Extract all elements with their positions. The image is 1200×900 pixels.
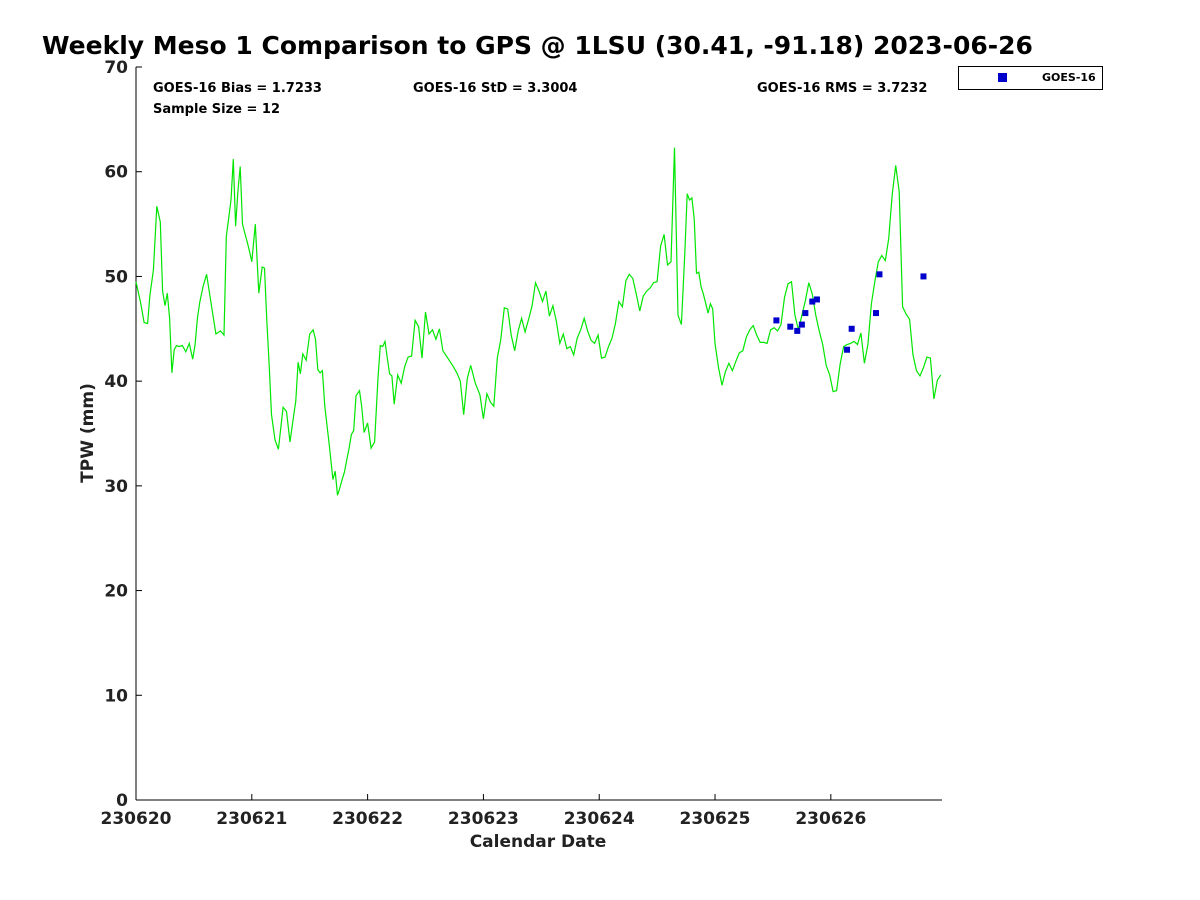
chart-title: Weekly Meso 1 Comparison to GPS @ 1LSU (… [42,31,1033,60]
plot-frame [135,67,942,801]
x-tick-label: 230622 [332,809,403,829]
goes16-point [809,298,816,305]
goes16-point [787,323,794,330]
x-axis-label: Calendar Date [470,832,607,852]
gps-tpw-line [135,147,942,496]
y-tick-label: 70 [104,58,128,78]
y-tick-label: 40 [104,372,128,392]
goes16-series [773,271,927,353]
x-tick-label: 230625 [680,809,751,829]
x-tick-label: 230626 [795,809,866,829]
legend-label-goes16: GOES-16 [1042,71,1096,84]
legend-box [958,66,1103,90]
goes16-point [872,310,879,317]
y-tick-label: 10 [104,686,128,706]
goes16-point [920,273,927,280]
sample-size-stat: Sample Size = 12 [153,102,280,117]
goes16-point [798,321,805,328]
goes16-point [773,317,780,324]
legend-marker [998,73,1007,82]
bias-stat: GOES-16 Bias = 1.7233 [153,81,322,96]
y-tick-label: 30 [104,477,128,497]
x-axis: 230620 230621 230622 230623 230624 230625 2306… [101,794,866,829]
x-tick-label: 230623 [448,809,519,829]
x-tick-label: 230620 [101,809,172,829]
goes16-point [802,310,809,317]
y-tick-label: 20 [104,582,128,602]
goes16-point [813,296,820,303]
std-stat: GOES-16 StD = 3.3004 [413,81,577,96]
goes16-point [794,327,801,334]
goes16-point [844,346,851,353]
y-tick-label: 50 [104,267,128,287]
y-tick-label: 0 [116,791,128,811]
legend: GOES-16 [958,66,1103,90]
gps-series [135,147,942,496]
goes16-point [848,325,855,332]
y-axis-label: TPW (mm) [78,383,98,483]
y-axis: 0 10 20 30 40 50 60 70 [104,58,142,811]
x-tick-label: 230621 [216,809,287,829]
y-tick-label: 60 [104,163,128,183]
goes16-point [876,271,883,278]
rms-stat: GOES-16 RMS = 3.7232 [757,81,927,96]
x-tick-label: 230624 [564,809,635,829]
